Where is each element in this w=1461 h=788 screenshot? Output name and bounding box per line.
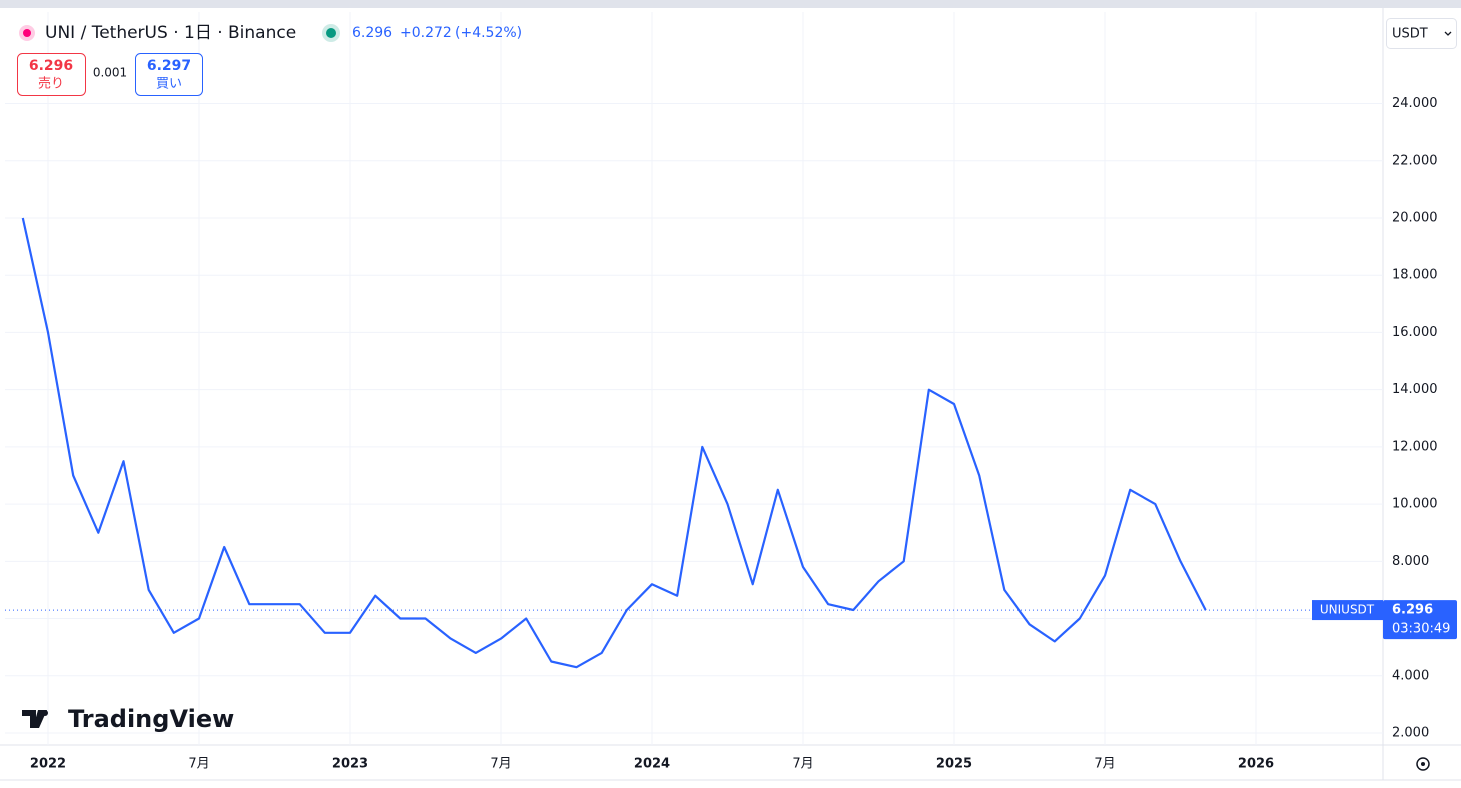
market-status-dot — [326, 28, 336, 38]
currency-select[interactable] — [1386, 18, 1457, 49]
symbol-title: UNI / TetherUS · 1日 · Binance — [45, 23, 296, 43]
y-tick-label: 20.000 — [1392, 210, 1438, 225]
y-tick-label: 2.000 — [1392, 725, 1429, 740]
watermark: TradingView — [68, 705, 234, 733]
sell-button[interactable] — [17, 53, 86, 96]
buy-label[interactable]: 買い — [156, 77, 182, 92]
countdown: 03:30:49 — [1392, 622, 1450, 637]
last-price: 6.296 — [352, 25, 392, 41]
sell-label[interactable]: 売り — [38, 76, 64, 92]
y-tick-label: 12.000 — [1392, 439, 1438, 454]
x-tick-label: 2026 — [1238, 757, 1274, 772]
top-bar — [0, 0, 1461, 8]
y-tick-label: 24.000 — [1392, 96, 1438, 111]
x-tick-label: 2022 — [30, 757, 66, 772]
y-tick-label: 10.000 — [1392, 497, 1438, 512]
x-tick-label: 7月 — [792, 757, 813, 772]
currency[interactable]: USDT — [1392, 27, 1428, 42]
settings-icon[interactable] — [1416, 757, 1430, 771]
plot — [5, 217, 1383, 669]
price-line — [21, 217, 1207, 669]
price-change-pct: (+4.52%) — [455, 25, 522, 41]
price-change: +0.272 — [400, 25, 452, 41]
y-tick-label: 16.000 — [1392, 325, 1438, 340]
y-tick-label: 22.000 — [1392, 153, 1438, 168]
x-tick-label: 2025 — [936, 757, 972, 772]
symbol-icon-dot — [23, 29, 31, 37]
x-tick-label: 2024 — [634, 757, 670, 772]
buy-button[interactable] — [135, 53, 203, 96]
x-tick-label: 7月 — [188, 757, 209, 772]
watermark-logo-dot — [42, 710, 48, 716]
spread: 0.001 — [93, 66, 127, 80]
y-tick-label: 18.000 — [1392, 268, 1438, 283]
x-tick-label: 7月 — [1094, 757, 1115, 772]
x-tick-label: 2023 — [332, 757, 368, 772]
watermark-logo — [22, 710, 47, 728]
y-tick-label: 8.000 — [1392, 554, 1429, 569]
y-tick-label: 4.000 — [1392, 668, 1429, 683]
symbol-label: UNIUSDT — [1320, 603, 1375, 617]
dropdown-arrow[interactable] — [1444, 31, 1452, 36]
symbol-label-bg — [1312, 600, 1383, 621]
price-label: 6.296 — [1392, 603, 1433, 618]
price-label-bg — [1383, 600, 1457, 640]
buy-price[interactable]: 6.297 — [147, 58, 191, 74]
settings-icon-center[interactable] — [1421, 762, 1425, 766]
sell-price[interactable]: 6.296 — [29, 58, 73, 74]
grid — [5, 12, 1383, 745]
x-tick-label: 7月 — [490, 757, 511, 772]
y-tick-label: 14.000 — [1392, 382, 1438, 397]
